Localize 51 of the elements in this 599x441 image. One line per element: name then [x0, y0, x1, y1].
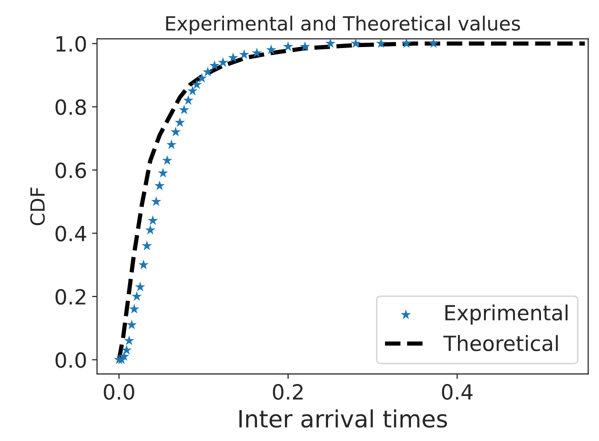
point — [183, 95, 194, 105]
point — [209, 60, 220, 70]
point — [174, 117, 186, 127]
point — [266, 44, 276, 54]
point — [218, 57, 228, 67]
y-tick-label: 1.0 — [56, 36, 86, 52]
point — [252, 48, 262, 58]
point — [162, 155, 172, 165]
point — [158, 168, 168, 178]
point — [401, 38, 412, 48]
x-tick-label: 0.2 — [272, 384, 303, 400]
point — [151, 196, 162, 206]
point — [228, 52, 238, 62]
point — [135, 282, 146, 292]
point — [196, 72, 207, 83]
point — [148, 215, 158, 225]
point — [122, 344, 132, 355]
y-tick-label: 0.0 — [56, 352, 86, 368]
point — [192, 79, 202, 90]
point — [118, 351, 130, 361]
y-tick-label: 0.4 — [56, 226, 86, 242]
point — [138, 260, 149, 270]
point — [187, 86, 198, 96]
point — [350, 38, 361, 48]
point — [129, 304, 140, 314]
point — [428, 38, 439, 48]
x-tick-label: 0.0 — [104, 384, 134, 400]
point — [154, 180, 165, 190]
point — [126, 320, 137, 330]
point — [145, 224, 156, 234]
point — [166, 139, 177, 150]
y-axis-title: CDF — [30, 188, 45, 226]
point — [179, 104, 190, 114]
point — [300, 41, 310, 52]
y-tick-label: 0.8 — [56, 99, 86, 115]
y-tick-label: 0.2 — [56, 288, 86, 305]
x-axis-title: Inter arrival times — [239, 409, 448, 428]
legend-label: Exprimental — [445, 304, 568, 325]
point — [325, 38, 336, 48]
point — [202, 66, 213, 76]
point — [170, 126, 181, 136]
x-tick-label: 0.4 — [442, 384, 473, 400]
legend-label: Theoretical — [443, 335, 558, 352]
point — [132, 291, 142, 301]
y-tick-label: 0.6 — [56, 162, 86, 178]
point — [239, 49, 250, 59]
point — [142, 240, 152, 250]
chart-title: Experimental and Theoretical values — [166, 16, 520, 35]
point — [282, 41, 294, 52]
point — [376, 38, 386, 48]
point — [124, 335, 134, 346]
